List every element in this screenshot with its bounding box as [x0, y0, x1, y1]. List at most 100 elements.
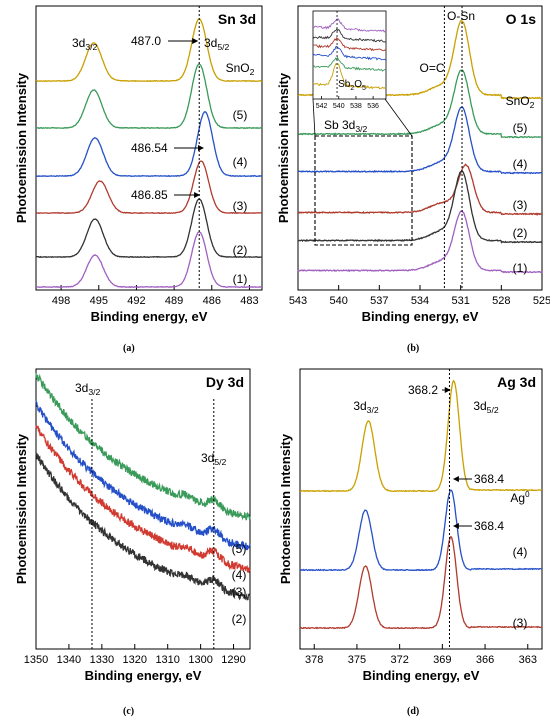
panel-b-axes: 543 540 537 534 531 528 525 Binding energy, eV P… — [276, 5, 550, 324]
x-tick-label: 1330 — [90, 654, 114, 666]
peak-label-3d32: 3d3/2 — [72, 36, 98, 52]
inset-x-tick-label: 536 — [367, 103, 379, 110]
x-axis-label: Binding energy, eV — [91, 309, 208, 324]
plot-frame — [299, 368, 543, 650]
panel-a-axes: 498 495 492 489 486 483 Binding energy, eV Phot… — [14, 5, 263, 324]
panel-c-axes: 1350 1340 1330 1320 1310 1300 1290 Binding ener… — [14, 368, 251, 683]
peak-label-3d32: 3d3/2 — [75, 381, 101, 397]
series-line — [35, 400, 251, 551]
series-label: (2) — [513, 226, 528, 240]
series-line — [297, 106, 543, 175]
inset-label: Sb2O5 — [338, 79, 366, 92]
x-tick-label: 537 — [370, 295, 388, 307]
peak-label-3d52: 3d5/2 — [473, 399, 499, 415]
series-label: (3) — [232, 585, 247, 599]
inset-x-tick-label: 538 — [350, 103, 362, 110]
x-tick-label: 531 — [451, 295, 469, 307]
inset-x-tick-label: 542 — [316, 103, 328, 110]
series-label: SnO2 — [506, 94, 535, 110]
series-label: SnO2 — [226, 61, 255, 77]
x-tick-label: 534 — [411, 295, 429, 307]
x-tick-label: 1340 — [57, 654, 81, 666]
x-tick-label: 543 — [289, 295, 307, 307]
caption-c: (c) — [123, 706, 135, 717]
series-group — [35, 18, 263, 289]
x-tick-label: 489 — [165, 295, 183, 307]
series-label: (3) — [513, 616, 528, 630]
x-tick-label: 525 — [533, 295, 550, 307]
x-tick-label: 492 — [127, 295, 145, 307]
x-tick-label: 372 — [390, 654, 408, 666]
y-axis-label: Photoemission Intensity — [276, 72, 291, 223]
series-line — [297, 69, 542, 139]
series-line — [299, 535, 543, 630]
series-line — [297, 210, 543, 274]
peak-label-3d32: 3d3/2 — [353, 399, 379, 415]
annotation-value: 368.2 — [408, 383, 438, 397]
annotation-value: 368.4 — [474, 472, 504, 486]
x-axis-label: Binding energy, eV — [363, 668, 480, 683]
x-tick-label: 486 — [203, 295, 221, 307]
series-line — [299, 489, 543, 572]
series-line — [35, 372, 251, 521]
series-line — [36, 110, 263, 178]
series-label: (5) — [232, 542, 247, 556]
y-axis-label: Photoemission Intensity — [14, 433, 29, 584]
peak-label-3d52: 3d5/2 — [201, 451, 227, 467]
series-label: (5) — [233, 108, 248, 122]
x-tick-label: 1290 — [221, 654, 245, 666]
series-label: (1) — [233, 272, 248, 286]
series-line — [36, 198, 263, 259]
inset-series-line — [312, 36, 387, 52]
series-label: (2) — [233, 243, 248, 257]
series-label: (3) — [233, 199, 248, 213]
series-line — [35, 63, 263, 130]
series-line — [299, 379, 543, 493]
series-line — [35, 18, 263, 83]
series-group — [299, 379, 543, 630]
inset-series-line — [312, 28, 386, 43]
series-label: (5) — [513, 121, 528, 135]
inset-series-line — [312, 56, 387, 72]
peak-label-3d52: 3d5/2 — [204, 36, 230, 52]
x-tick-label: 483 — [240, 295, 258, 307]
y-axis-label: Photoemission Intensity — [278, 433, 293, 584]
chart-title: Dy 3d — [206, 374, 244, 390]
series-line — [297, 170, 543, 244]
series-line — [35, 452, 251, 601]
inset-series-line — [312, 18, 386, 33]
series-label: (4) — [513, 157, 528, 171]
series-line — [297, 163, 542, 216]
x-axis-label: Binding energy, eV — [362, 309, 479, 324]
x-tick-label: 375 — [348, 654, 366, 666]
x-tick-label: 378 — [305, 654, 323, 666]
inset: 542 540 538 536 Sb2O5 — [312, 10, 387, 110]
zoom-connector — [384, 98, 413, 137]
caption-a: (a) — [123, 343, 135, 354]
caption-d: (d) — [407, 706, 420, 717]
peak-label-oc: O=C — [419, 61, 444, 75]
annotation-value: 487.0 — [131, 34, 161, 48]
series-label: Ag0 — [510, 490, 530, 505]
inset-series-line — [312, 45, 387, 61]
plot-frame — [35, 368, 251, 650]
inset-x-tick-label: 540 — [333, 103, 345, 110]
x-tick-label: 369 — [433, 654, 451, 666]
caption-b: (b) — [407, 343, 420, 354]
x-tick-label: 540 — [329, 295, 347, 307]
chart-title: Sn 3d — [218, 11, 256, 27]
series-line — [35, 425, 251, 574]
series-label: (2) — [232, 612, 247, 626]
annotation-value: 368.4 — [474, 519, 504, 533]
x-tick-label: 498 — [52, 295, 70, 307]
series-line — [35, 160, 263, 215]
panel-d-axes: 378 375 372 369 366 363 Binding energy, eV Phot… — [278, 368, 543, 683]
x-tick-label: 1310 — [155, 654, 179, 666]
x-tick-label: 1320 — [123, 654, 147, 666]
x-tick-label: 1350 — [24, 654, 48, 666]
zoom-region-box — [314, 135, 413, 246]
series-group — [35, 372, 251, 601]
annotation-value: 486.85 — [131, 188, 168, 202]
x-tick-label: 1300 — [188, 654, 212, 666]
